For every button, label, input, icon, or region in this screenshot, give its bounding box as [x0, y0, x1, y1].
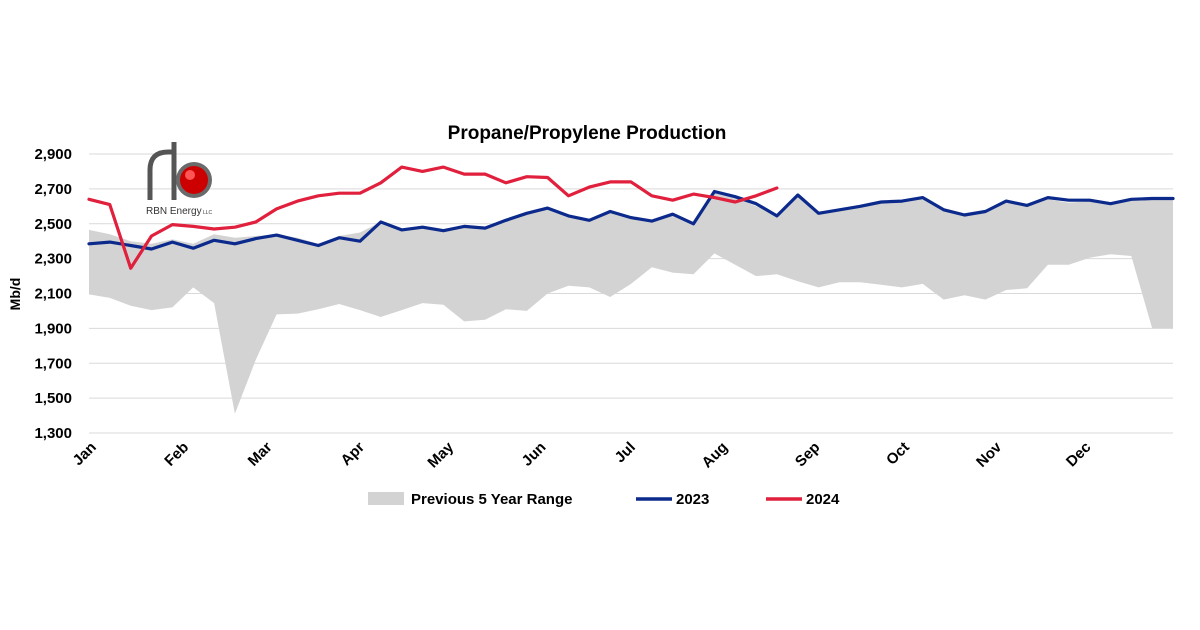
range-band-area: [89, 192, 1173, 414]
chart-title: Propane/Propylene Production: [448, 123, 727, 144]
x-tick-label: Oct: [883, 439, 913, 469]
y-tick-label: 2,900: [34, 146, 72, 163]
x-tick-label: Jan: [70, 439, 100, 469]
x-tick-label: Apr: [338, 439, 368, 469]
x-tick-label: Mar: [245, 439, 276, 470]
y-tick-label: 2,500: [34, 216, 72, 233]
y-tick-label: 1,900: [34, 320, 72, 337]
x-tick-label: Jul: [612, 439, 639, 466]
x-tick-label: Sep: [792, 439, 823, 470]
rbn-logo: RBN Energy LLC: [146, 142, 213, 217]
y-tick-label: 2,700: [34, 181, 72, 198]
y-tick-label: 2,300: [34, 251, 72, 268]
y-tick-label: 2,100: [34, 286, 72, 303]
logo-brand: RBN Energy: [146, 206, 202, 217]
logo-suffix: LLC: [203, 210, 213, 216]
legend: Previous 5 Year Range 2023 2024: [368, 491, 840, 508]
x-tick-label: May: [424, 438, 457, 471]
x-axis: Jan Feb Mar Apr May Jun Jul Aug Sep Oct Nov Dec: [70, 438, 1095, 471]
legend-swatch-range: [368, 492, 404, 505]
legend-label-range: Previous 5 Year Range: [411, 491, 572, 508]
x-tick-label: Jun: [519, 439, 550, 470]
y-tick-label: 1,500: [34, 390, 72, 407]
series-lines: [87, 165, 1175, 270]
x-tick-label: Nov: [973, 438, 1006, 471]
series-line-2024: [87, 165, 779, 270]
x-tick-label: Feb: [161, 439, 192, 470]
legend-label-2024: 2024: [806, 491, 840, 508]
logo-mark-icon: [147, 142, 212, 200]
y-tick-label: 1,700: [34, 355, 72, 372]
x-tick-label: Aug: [699, 439, 732, 472]
series-line-2023: [87, 189, 1175, 251]
y-axis-label: Mb/d: [7, 278, 23, 311]
y-tick-label: 1,300: [34, 425, 72, 442]
legend-label-2023: 2023: [676, 491, 709, 508]
x-tick-label: Dec: [1063, 439, 1094, 470]
y-axis: 1,300 1,500 1,700 1,900 2,100 2,300 2,500 2,700…: [34, 146, 72, 442]
range-band: [89, 192, 1173, 414]
